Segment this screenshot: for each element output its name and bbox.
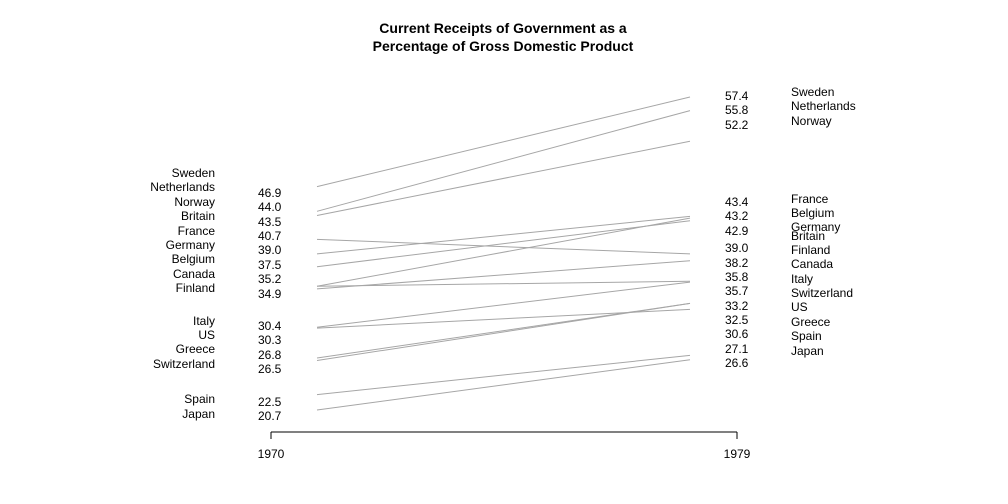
left-name-switzerland-12: Switzerland [153,357,215,371]
right-value-35-8-8: 35.8 [725,270,749,284]
left-name-britain-3: Britain [181,209,215,223]
right-name-sweden-0: Sweden [791,85,834,99]
right-name-japan-14: Japan [791,344,824,358]
right-name-germany-5: Germany [791,220,840,234]
left-name-us-10: US [198,328,215,342]
right-value-42-9-5: 42.9 [725,224,749,238]
right-name-britain-6: Britain [791,229,825,243]
left-name-spain-13: Spain [184,392,215,406]
left-value-20-7-13: 20.7 [258,409,282,423]
left-value-26-5-11: 26.5 [258,362,282,376]
slope-line-switzerland [316,302,691,361]
slope-line-netherlands [316,110,691,212]
x-tick-label-1979: 1979 [724,447,751,461]
right-name-finland-7: Finland [791,243,830,257]
x-axis: 1970 1979 [258,431,751,461]
left-name-italy-9: Italy [193,314,215,328]
right-value-30-6-12: 30.6 [725,327,749,341]
right-value-52-2-2: 52.2 [725,118,749,132]
right-name-norway-2: Norway [791,114,832,128]
left-value-35-2-6: 35.2 [258,272,282,286]
slope-lines [316,96,691,411]
left-name-norway-2: Norway [174,195,215,209]
left-value-43-5-2: 43.5 [258,215,282,229]
left-value-46-9-0: 46.9 [258,186,282,200]
slope-line-finland [316,260,691,290]
right-name-us-11: US [791,300,808,314]
right-value-43-4-3: 43.4 [725,195,749,209]
right-name-greece-12: Greece [791,315,831,329]
right-value-26-6-14: 26.6 [725,356,749,370]
right-value-27-1-13: 27.1 [725,342,749,356]
right-value-55-8-1: 55.8 [725,103,749,117]
right-name-switzerland-10: Switzerland [791,286,853,300]
left-name-canada-7: Canada [173,267,215,281]
left-name-sweden-0: Sweden [172,166,215,180]
slope-line-belgium [316,217,691,287]
left-name-greece-11: Greece [176,342,216,356]
right-value-33-2-10: 33.2 [725,299,749,313]
right-value-39-0-6: 39.0 [725,241,749,255]
right-value-labels: 57.455.852.2 43.443.242.9 39.038.235.835.7… [725,89,749,370]
slope-line-japan [316,359,691,411]
left-name-france-4: France [178,224,216,238]
right-value-35-7-9: 35.7 [725,284,749,298]
right-name-spain-13: Spain [791,329,822,343]
slope-line-sweden [316,96,691,188]
right-value-32-5-11: 32.5 [725,313,749,327]
left-name-japan-14: Japan [182,407,215,421]
left-value-labels: 46.944.043.540.739.037.535.234.9 30.430.3… [258,186,282,423]
right-value-38-2-7: 38.2 [725,256,749,270]
left-value-26-8-10: 26.8 [258,348,282,362]
slope-line-germany [316,220,691,268]
right-value-57-4-0: 57.4 [725,89,749,103]
chart-title-line-1: Current Receipts of Government as a [379,20,627,36]
slope-line-canada [316,280,691,287]
left-value-30-3-9: 30.3 [258,333,282,347]
left-value-44-0-1: 44.0 [258,200,282,214]
left-value-39-0-4: 39.0 [258,243,282,257]
left-value-22-5-12: 22.5 [258,395,282,409]
right-value-43-2-4: 43.2 [725,209,749,223]
left-value-30-4-8: 30.4 [258,319,282,333]
left-value-34-9-7: 34.9 [258,287,282,301]
left-name-belgium-6: Belgium [172,252,215,266]
slope-line-norway [316,140,691,216]
left-name-netherlands-1: Netherlands [150,180,215,194]
left-country-labels: SwedenNetherlandsNorwayBritainFranceGerm… [150,166,215,421]
right-name-netherlands-1: Netherlands [791,99,856,113]
left-value-37-5-5: 37.5 [258,258,282,272]
right-name-france-3: France [791,192,829,206]
slope-line-italy [316,281,691,328]
left-name-germany-5: Germany [166,238,215,252]
slope-line-spain [316,354,691,396]
slope-line-britain [316,238,691,255]
right-name-canada-8: Canada [791,257,833,271]
slope-line-france [316,215,691,255]
x-tick-label-1970: 1970 [258,447,285,461]
right-name-italy-9: Italy [791,272,813,286]
left-name-finland-8: Finland [176,281,215,295]
right-name-belgium-4: Belgium [791,206,834,220]
left-value-40-7-3: 40.7 [258,229,282,243]
chart-title-line-2: Percentage of Gross Domestic Product [373,38,634,54]
